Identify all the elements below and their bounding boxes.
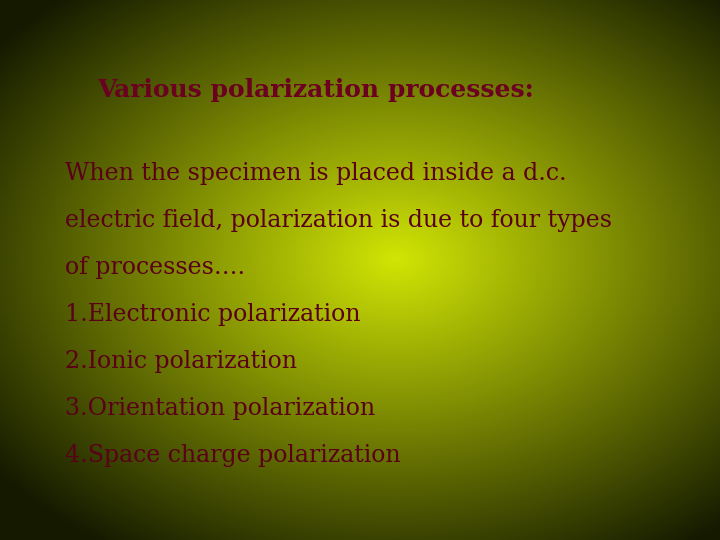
Text: 1.Electronic polarization: 1.Electronic polarization xyxy=(65,303,360,326)
Text: of processes….: of processes…. xyxy=(65,256,245,279)
Text: 2.Ionic polarization: 2.Ionic polarization xyxy=(65,350,297,373)
Text: When the specimen is placed inside a d.c.: When the specimen is placed inside a d.c… xyxy=(65,162,567,185)
Text: Various polarization processes:: Various polarization processes: xyxy=(97,78,534,102)
Text: electric field, polarization is due to four types: electric field, polarization is due to f… xyxy=(65,209,612,232)
Text: 4.Space charge polarization: 4.Space charge polarization xyxy=(65,444,400,467)
Text: 3.Orientation polarization: 3.Orientation polarization xyxy=(65,397,375,420)
